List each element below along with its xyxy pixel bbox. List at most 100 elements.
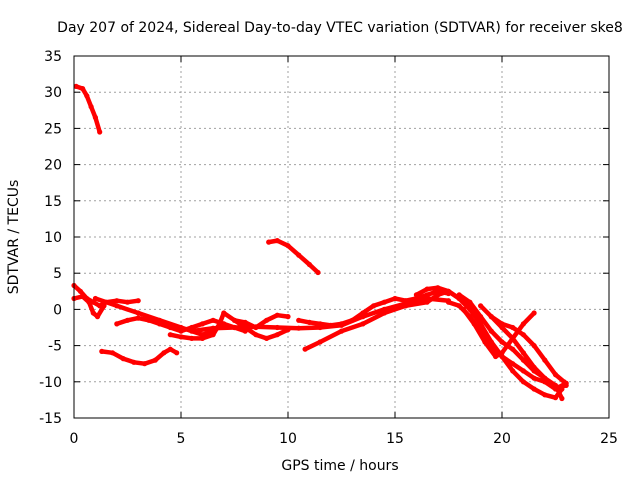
data-point: [381, 299, 387, 305]
data-point: [531, 343, 537, 349]
y-tick-label: 35: [44, 49, 62, 65]
data-point: [338, 328, 345, 334]
data-point: [266, 239, 272, 245]
data-point: [92, 114, 98, 121]
data-point: [381, 310, 387, 316]
data-point: [520, 357, 527, 363]
data-point: [242, 319, 248, 325]
data-point: [174, 350, 180, 356]
data-point: [467, 306, 473, 312]
data-point: [403, 303, 409, 309]
data-point: [371, 303, 377, 309]
data-point: [531, 364, 537, 370]
x-tick-label: 20: [493, 431, 511, 447]
data-point: [542, 375, 548, 381]
data-point: [99, 348, 105, 354]
y-tick-label: 0: [53, 302, 62, 318]
data-point: [445, 288, 452, 294]
data-point: [157, 321, 163, 327]
data-point: [456, 292, 462, 298]
x-tick-label: 10: [279, 431, 297, 447]
series-arc-2: [266, 238, 321, 275]
x-tick-label: 5: [177, 431, 186, 447]
data-point: [520, 332, 527, 338]
x-tick-label: 15: [386, 431, 404, 447]
data-point: [77, 288, 83, 294]
y-tick-label: 30: [44, 85, 62, 101]
data-point: [317, 339, 323, 345]
data-point: [86, 299, 92, 305]
data-point: [478, 303, 484, 309]
data-point: [114, 321, 120, 327]
data-point: [520, 350, 527, 356]
data-point: [285, 243, 291, 249]
data-point: [510, 346, 516, 352]
data-point: [488, 328, 494, 334]
data-point: [114, 303, 120, 309]
data-point: [413, 292, 419, 298]
data-point: [510, 324, 516, 331]
data-point: [424, 292, 430, 298]
y-tick-label: -10: [39, 375, 62, 391]
data-point: [189, 335, 195, 341]
data-point: [403, 298, 409, 304]
data-point: [80, 86, 86, 92]
data-point: [360, 310, 366, 316]
data-point: [520, 321, 527, 327]
y-tick-label: 5: [53, 266, 62, 282]
data-point: [488, 314, 494, 320]
axis-ticks: 0 5 10 15 20 25 -15 -10 -5 0 5 10 15 20 25 30 35: [39, 49, 618, 447]
data-point: [135, 310, 141, 316]
data-point: [478, 314, 484, 320]
data-point: [210, 317, 216, 323]
data-point: [124, 317, 131, 323]
data-point: [471, 321, 477, 327]
data-point: [264, 317, 270, 323]
data-point: [189, 328, 195, 334]
data-point: [445, 299, 452, 305]
data-point: [101, 303, 107, 309]
data-point: [274, 324, 280, 331]
y-tick-label: 20: [44, 158, 62, 174]
series-arc-1: [73, 84, 102, 135]
data-point: [552, 372, 559, 378]
data-point: [114, 298, 120, 304]
data-point: [460, 306, 467, 312]
data-point: [131, 359, 137, 365]
y-tick-label: -5: [48, 339, 62, 355]
data-point: [531, 386, 537, 392]
data-point: [328, 322, 334, 328]
series-layer: [71, 83, 569, 402]
data-point: [306, 261, 312, 268]
data-point: [531, 375, 537, 381]
data-point: [424, 286, 430, 292]
data-point: [94, 314, 101, 320]
data-point: [499, 321, 505, 327]
data-point: [493, 353, 499, 360]
data-point: [231, 324, 238, 331]
data-point: [88, 104, 94, 110]
data-point: [84, 93, 90, 99]
data-point: [178, 334, 184, 340]
data-point: [210, 325, 216, 331]
data-point: [135, 298, 141, 304]
data-point: [296, 325, 302, 331]
data-point: [302, 346, 308, 352]
data-point: [167, 332, 173, 338]
data-point: [253, 324, 259, 331]
data-point: [296, 317, 302, 323]
data-point: [264, 335, 270, 341]
data-point: [90, 310, 96, 316]
data-point: [520, 368, 527, 374]
data-point: [124, 299, 131, 305]
data-point: [338, 321, 345, 327]
data-point: [315, 269, 321, 276]
data-point: [542, 357, 548, 363]
data-point: [478, 321, 484, 327]
data-point: [510, 361, 516, 367]
data-point: [306, 319, 312, 325]
data-point: [296, 252, 302, 258]
data-point: [531, 310, 537, 316]
data-point: [109, 350, 116, 356]
